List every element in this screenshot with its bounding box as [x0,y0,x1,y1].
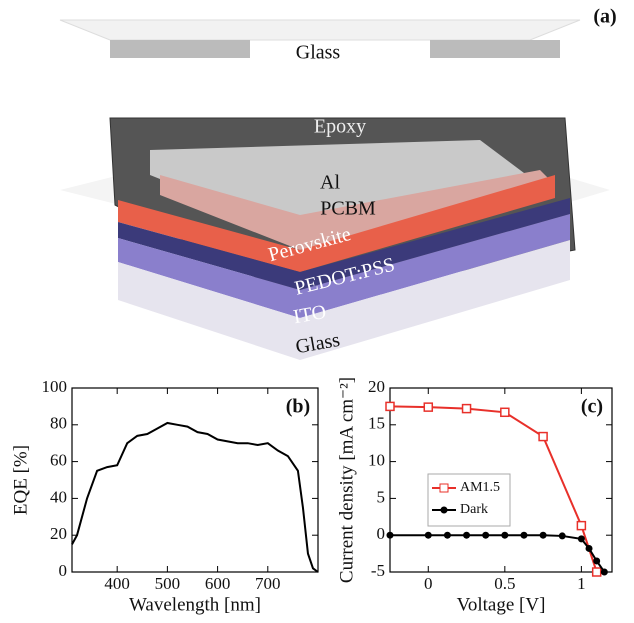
marker [424,403,432,411]
marker [601,569,608,576]
panel-label: (c) [581,396,603,418]
y-tick-label: 0 [377,524,386,543]
legend-label: Dark [460,502,488,517]
layer-label: PCBM [320,198,376,220]
x-tick-label: 700 [255,574,281,593]
x-axis-label: Voltage [V] [457,594,546,615]
legend-marker [440,484,448,492]
x-tick-label: 0 [424,574,433,593]
x-tick-label: 0.5 [494,574,515,593]
y-tick-label: 20 [50,524,67,543]
marker [586,545,593,552]
y-tick-label: 10 [368,451,385,470]
marker [539,433,547,441]
marker [501,408,509,416]
marker [501,532,508,539]
layer-label: Al [320,172,340,194]
y-tick-label: 40 [50,487,67,506]
marker [463,405,471,413]
x-tick-label: 600 [205,574,231,593]
figure: (a) Glass Epoxy Al PCBM Perovskite PEDOT… [0,0,634,618]
marker [520,532,527,539]
layer-label: Epoxy [314,116,366,138]
legend-marker [441,507,448,514]
marker [463,532,470,539]
y-tick-label: 15 [368,414,385,433]
panel-label: (a) [593,6,616,28]
device-diagram: (a) Glass Epoxy Al PCBM Perovskite PEDOT… [60,6,617,360]
y-tick-label: 60 [50,451,67,470]
x-tick-label: 500 [155,574,181,593]
glass-edge [110,40,250,58]
marker [593,568,601,576]
y-tick-label: 0 [59,561,68,580]
y-axis-label: Current density [mA cm⁻²] [336,377,357,583]
panel-label: (b) [286,396,310,418]
x-tick-label: 1 [577,574,586,593]
marker [387,532,394,539]
marker [578,535,585,542]
x-axis-label: Wavelength [nm] [129,594,261,615]
marker [593,557,600,564]
legend-label: AM1.5 [460,480,500,495]
marker [577,522,585,530]
marker [559,532,566,539]
y-tick-label: 5 [377,487,386,506]
glass-edge [430,40,560,58]
y-axis-label: EQE [%] [10,445,31,515]
marker [482,532,489,539]
marker [425,532,432,539]
y-tick-label: 80 [50,414,67,433]
y-tick-label: 100 [42,377,68,396]
x-tick-label: 400 [104,574,130,593]
y-tick-label: -5 [371,561,385,580]
top-glass-slab [60,20,580,40]
layer-label: Glass [296,42,341,64]
marker [444,532,451,539]
marker [540,532,547,539]
data-line [72,423,318,572]
marker [386,402,394,410]
plot-frame [72,388,318,572]
y-tick-label: 20 [368,377,385,396]
data-line [390,535,604,572]
